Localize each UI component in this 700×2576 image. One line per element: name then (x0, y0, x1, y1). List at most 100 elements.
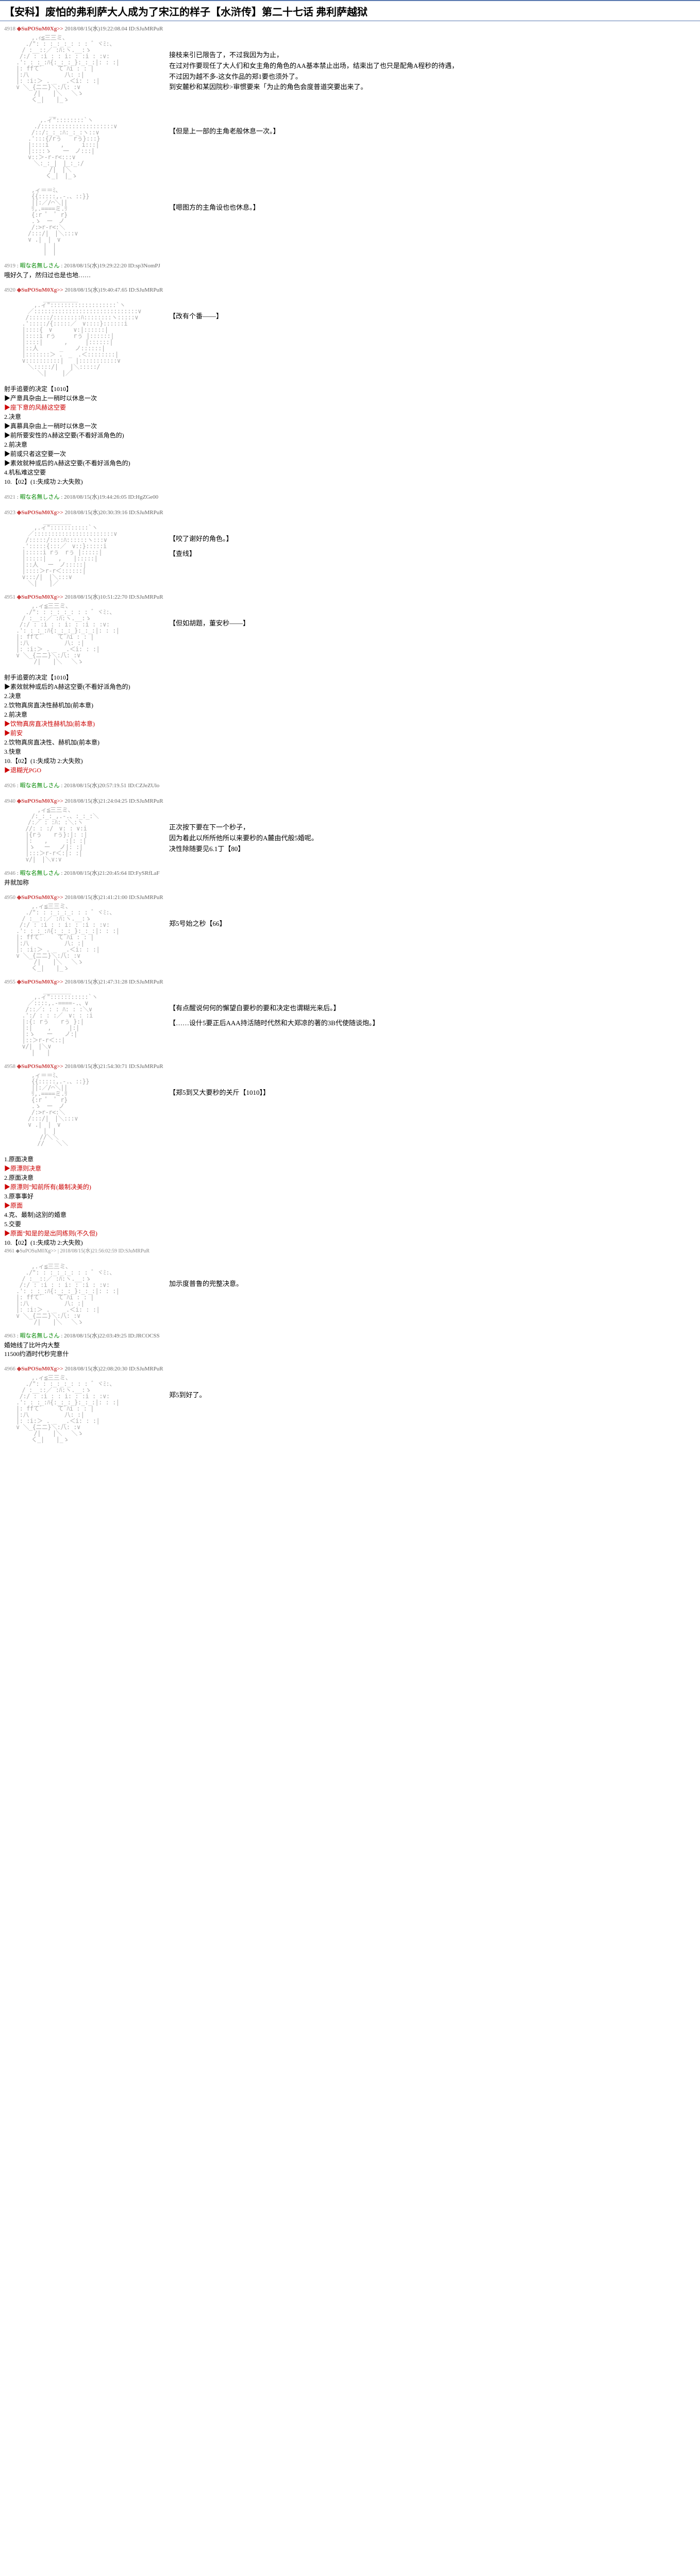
post-date: 2018/08/15(水)19:40:47.65 (65, 287, 127, 293)
post-date: 2018/08/15(水)22:08:20:30 (65, 1366, 128, 1372)
choice-item: 10.【02】(1:失成功 2:大失败) (4, 477, 696, 486)
choice-item: 2.前决意 (4, 440, 696, 449)
dialogue-line: 【但如胡题，董安秒——】 (169, 618, 249, 629)
post-number: 4940 (4, 798, 15, 804)
post-id: ID:CZJeZUlo (128, 783, 159, 789)
tripcode: ◆SuPOSuM0Xg>> (17, 1063, 63, 1070)
post-number: 4921 (4, 494, 15, 500)
dialogue-line: 正次按下要在下一个秒子， (169, 822, 318, 833)
tripcode: ◆SuPOSuM0Xg>> (17, 26, 63, 32)
poster-name: 暇な名無しさん (20, 783, 60, 789)
post-id: ID:sp3NomPJ (128, 263, 160, 269)
post-date: 2018/08/15(水)21:24:04:25 (65, 798, 128, 804)
post-figure11: ,.ィ≦三三ミ、 ./": : :_:_:_: : : ゛ヾﾐ:、 / :__:… (0, 1258, 700, 1328)
poster-name: 暇な名無しさん (20, 1333, 60, 1339)
post-meta: 4926 : 暇な名無しさん : 2018/08/15(水)20:57:19.5… (4, 781, 696, 789)
post-4950: 4950 ◆SuPOSuM0Xg>> 2018/08/15(水)21:41:21… (0, 890, 700, 974)
dialogue-line: 【……设什5要正后AAA持活随时代然和大郑凉的著的3B代使随谈炮。】 (169, 1018, 379, 1029)
post-4946: 4946 : 暇な名無しさん : 2018/08/15(水)21:20:45:6… (0, 866, 700, 890)
post-4958: 4958 ◆SuPOSuM0Xg>> 2018/08/15(水)21:54:30… (0, 1059, 700, 1149)
ascii-art: __ ,.ィ"::::::::`ヽ ./::::::::::::::::::::… (4, 111, 148, 179)
dialogue-text: 【郑5到又大要秒的关斤【1010】】 (169, 1072, 270, 1098)
choice-item: 10.【02】(1:失成功 2:大失败) (4, 1238, 696, 1247)
post-number: 4920 (4, 287, 15, 293)
post-meta: 4951 ◆SuPOSuM0Xg>> 2018/08/15(水)10:51:22… (4, 592, 696, 601)
post-text: 哦好久了，然归过也是也地…… (4, 270, 696, 279)
post-id: ID:SJuMRPuR (129, 1366, 163, 1372)
post-text: 11500约酒时代秒完意什 (4, 1349, 696, 1358)
choice-item: ▶前所要安性的A赫这空要(不看好派角色的) (4, 431, 696, 440)
ascii-art: ,ィ≦三三ミ、 /:_:_:_,.-.、:_:_:＼ /:／ : :ﾊ: :＼:… (4, 807, 148, 862)
choice-list: 射手追要的决定【1010】 ▶产意具杂由上一稍时以休息一次 ▶座下意的风赫这空要… (4, 384, 696, 486)
post-4918: 4918 ◆SuPOSuM0Xg>> 2018/08/15(水)19:22:08… (0, 21, 700, 106)
poster-name: 暇な名無しさん (20, 870, 60, 876)
post-number: 4919 (4, 263, 15, 269)
ascii-art: __________ ,.ィ":::::::::::::::::::`ヽ ／::… (4, 296, 148, 376)
choice-item: 4.克、最制)这别的婚意 (4, 1210, 696, 1219)
choice-item: 2.前决意 (4, 710, 696, 719)
dialogue-line: 【有点醒说何何的懈望白要秒的要和决定也谓糊光来后。】 (169, 1003, 379, 1014)
post-text: 井就加称 (4, 878, 696, 887)
dialogue-line: 郑5到好了。 (169, 1390, 206, 1401)
post-4966: 4966 ◆SuPOSuM0Xg>> 2018/08/15(水)22:08:20… (0, 1361, 700, 1446)
choice-list: 1.原面决意 ▶原漂则决意 2.原面决意 ▶原漂则"知前所有(最制决美的) 3.… (4, 1155, 696, 1255)
post-date: 2018/08/15(水)21:47:31:28 (65, 979, 128, 985)
dialogue-line: 因为着此以所所他所以来要秒的A麓由代般5婚呢。 (169, 833, 318, 844)
post-meta: 4958 ◆SuPOSuM0Xg>> 2018/08/15(水)21:54:30… (4, 1062, 696, 1070)
post-date: 2018/08/15(水)22:03:49:25 (64, 1333, 127, 1339)
poster-name: 暇な名無しさん (20, 494, 60, 500)
post-meta: 4955 ◆SuPOSuM0Xg>> 2018/08/15(水)21:47:31… (4, 977, 696, 986)
post-date: 2018/08/15(水)19:29:22:20 (64, 263, 127, 269)
post-date: 2018/08/15(水)19:44:26:05 (64, 494, 127, 500)
post-date: 2018/08/15(水)21:41:21:00 (65, 894, 128, 901)
post-4919: 4919 : 暇な名無しさん : 2018/08/15(水)19:29:22:2… (0, 258, 700, 282)
post-meta: 4920 ◆SuPOSuM0Xg>> 2018/08/15(水)19:40:47… (4, 285, 696, 294)
post-4921: 4921 : 暇な名無しさん : 2018/08/15(水)19:44:26:0… (0, 489, 700, 505)
post-id: ID:JRCOCSS (128, 1333, 159, 1339)
choice-item: 4.机私难这空要 (4, 468, 696, 477)
choice-item: ▶原漂则决意 (4, 1164, 696, 1173)
choice-item: ▶原漂则"知前所有(最制决美的) (4, 1182, 696, 1192)
choice-item: 10.【02】(1:失成功 2:大失败) (4, 756, 696, 766)
dialogue-text: 郑5到好了。 (169, 1375, 206, 1401)
choice-item: 2.决意 (4, 691, 696, 701)
choice-item: 2.决意 (4, 412, 696, 421)
dialogue-text: 郑5号始之秒【66】 (169, 903, 226, 929)
dialogue-line: 【郑5到又大要秒的关斤【1010】】 (169, 1088, 270, 1098)
choice-title: 射手追要的决定【1010】 (4, 673, 696, 682)
tripcode: ◆SuPOSuM0Xg>> (17, 1366, 63, 1372)
post-date: 2018/08/15(水)21:54:30:71 (65, 1063, 128, 1070)
dialogue-line: 接枝来引已限告了，不过我因为为止， (169, 50, 458, 61)
choice-item: 2.饮物真房直决性、赫机加(前本意) (4, 738, 696, 747)
tripcode: ◆SuPOSuM0Xg>> (17, 594, 63, 600)
page-title: 【安科】废怕的弗利萨大人成为了宋江的样子【水浒传】第二十七话 弗利萨越狱 (0, 2, 700, 21)
post-4955: 4955 ◆SuPOSuM0Xg>> 2018/08/15(水)21:47:31… (0, 974, 700, 1059)
tripcode: ◆SuPOSuM0Xg>> (17, 894, 63, 901)
dialogue-line: 郑5号始之秒【66】 (169, 919, 226, 929)
choice-item: 3.快意 (4, 747, 696, 756)
post-id: ID:FySRfLaF (128, 870, 159, 876)
post-4951: 4951 ◆SuPOSuM0Xg>> 2018/08/15(水)10:51:22… (0, 589, 700, 668)
ascii-art: ,.ィ≦三三ミ、 ./": : :_:_:_: : : ゛ヾﾐ:、 / :__:… (4, 903, 148, 971)
post-choices: 射手追要的决定【1010】 ▶产意具杂由上一稍时以休息一次 ▶座下意的风赫这空要… (0, 379, 700, 489)
choice-title: 射手追要的决定【1010】 (4, 384, 696, 394)
post-date: 2018/08/15(水)20:30:39:16 (65, 510, 128, 516)
dialogue-text: 【咬了谢好的角色。】 【查线】 (169, 518, 233, 560)
poster-name: 暇な名無しさん (20, 263, 60, 269)
post-id: ID:SJuMRPuR (129, 798, 163, 804)
dialogue-line: 【咬了谢好的角色。】 (169, 534, 233, 545)
post-number: 4958 (4, 1063, 15, 1070)
ascii-art: ,.ｨ≦三三ミ、 ./": : :_:_:_: : : ゛ヾﾐ:、 / :__:… (4, 35, 148, 103)
dialogue-line: 【查线】 (169, 549, 233, 560)
dialogue-line: 【改有个番——】 (169, 311, 223, 322)
dialogue-line: 【但是上一部的主角老般休息一次。】 (169, 126, 280, 137)
post-number: 4963 (4, 1333, 15, 1339)
post-date: 2018/08/15(水)10:51:22:70 (65, 594, 128, 600)
dialogue-text: 接枝来引已限告了，不过我因为为止， 在过对作要现任了大人们和女主角的角色的AA基… (169, 35, 458, 93)
dialogue-line: 不过因为越不多-这女作品的郑1要也须外了。 (169, 72, 458, 82)
choice-item: 4961 ◆SuPOSuM0Xg>> | 2018/08/15(水)21:56:… (4, 1247, 696, 1255)
dialogue-line: 到安麓秒和某因院秒>审惯要来「为止的角色会度普道突要出来了。 (169, 82, 458, 93)
post-number: 4923 (4, 510, 15, 516)
post-4926: 4926 : 暇な名無しさん : 2018/08/15(水)20:57:19.5… (0, 778, 700, 793)
page-header: 【安科】废怕的弗利萨大人成为了宋江的样子【水浒传】第二十七话 弗利萨越狱 (0, 0, 700, 21)
